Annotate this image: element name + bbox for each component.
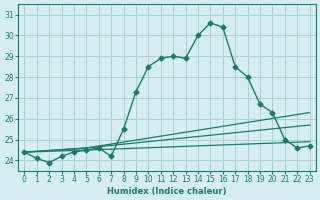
X-axis label: Humidex (Indice chaleur): Humidex (Indice chaleur) <box>107 187 227 196</box>
